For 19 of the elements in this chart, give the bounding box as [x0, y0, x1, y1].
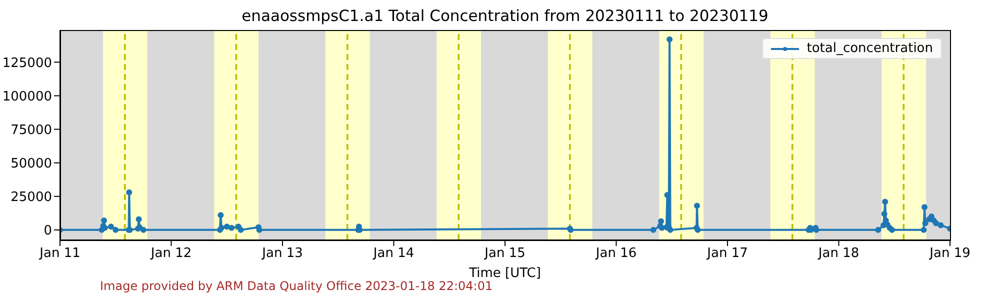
legend-label: total_concentration	[806, 41, 933, 56]
text: Image provided by ARM Data Quality Office 2023-01-18 22:04:01	[100, 279, 493, 293]
x-axis-title: Time [UTC]	[468, 266, 542, 281]
chart-title: enaaossmpsC1.a1 Total Concentration from 20230111 to 20230119	[240, 7, 770, 25]
x-tick-label: Jan 14	[372, 246, 414, 262]
y-tick-label: 75000	[10, 122, 52, 138]
y-tick-label: 25000	[10, 190, 52, 206]
y-tick-label: 0	[44, 224, 52, 239]
y-tick-label: 125000	[2, 56, 52, 71]
x-tick-label: Jan 17	[706, 246, 748, 262]
x-tick-label: Jan 18	[817, 246, 860, 262]
x-tick-label: Jan 19	[928, 246, 970, 262]
x-tick-label: Jan 13	[261, 246, 303, 262]
y-tick-label: 50000	[10, 156, 52, 172]
y-tick-label: 100000	[2, 89, 52, 104]
x-tick-label: Jan 15	[484, 246, 526, 262]
x-tick-label: Jan 12	[150, 246, 192, 262]
x-tick-label: Jan 11	[38, 246, 80, 262]
x-tick-label: Jan 16	[594, 246, 637, 262]
